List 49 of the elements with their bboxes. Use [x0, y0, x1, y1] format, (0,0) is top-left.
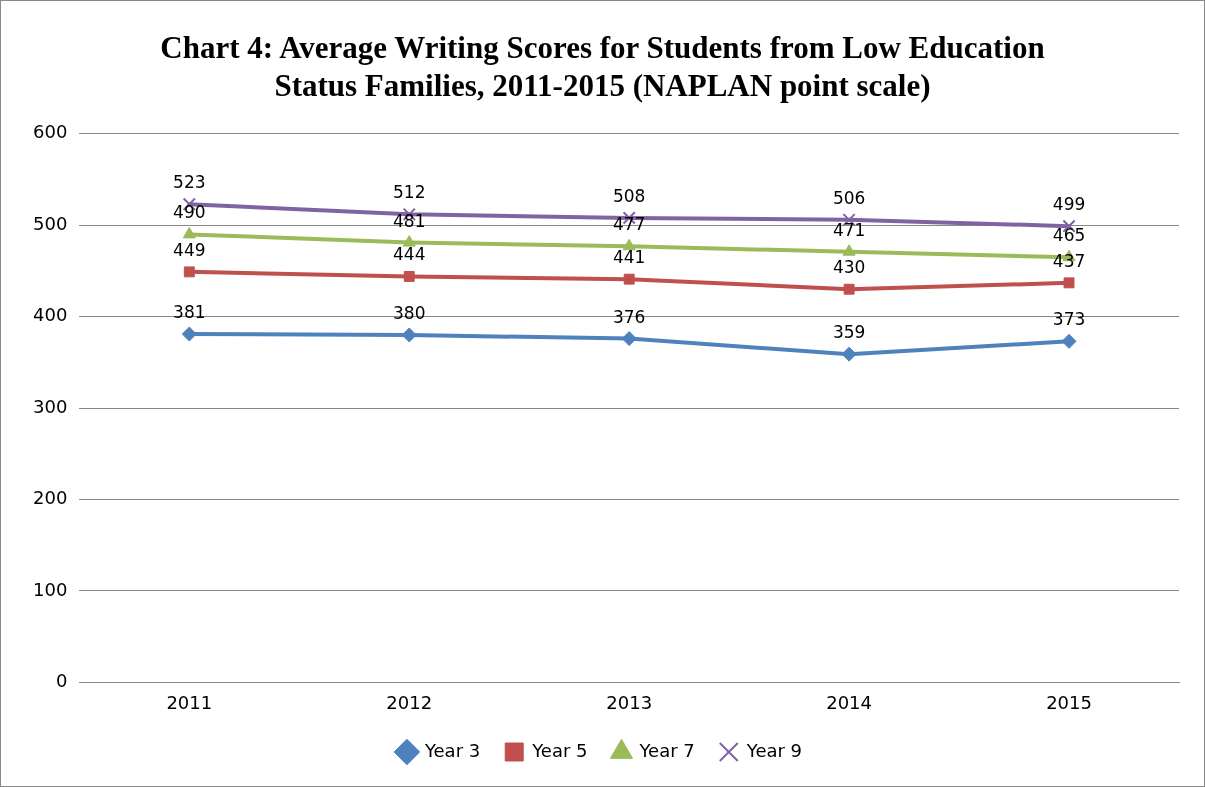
data-label: 465 — [1052, 225, 1086, 246]
point — [402, 235, 416, 247]
y-tick-label: 0 — [55, 670, 68, 692]
legend-label: Year 9 — [745, 739, 803, 761]
data-label: 430 — [832, 257, 866, 278]
legend-label: Year 7 — [638, 739, 695, 761]
x-tick-label: 2013 — [606, 691, 653, 713]
data-label: 523 — [173, 172, 206, 193]
point — [183, 266, 195, 278]
data-label: 499 — [1052, 194, 1086, 215]
data-label: 471 — [832, 219, 866, 240]
data-label: 380 — [393, 302, 426, 323]
point — [843, 283, 855, 295]
point — [622, 238, 636, 251]
legend-label: Year 3 — [423, 739, 481, 761]
x-tick-label: 2011 — [166, 691, 213, 713]
point — [623, 273, 635, 285]
data-label: 481 — [393, 210, 426, 231]
y-tick-label: 400 — [33, 304, 68, 326]
legend-label: Year 5 — [531, 739, 588, 761]
point — [403, 270, 415, 282]
data-label: 381 — [173, 301, 206, 322]
point — [182, 226, 196, 239]
point — [841, 346, 857, 362]
data-label: 441 — [612, 247, 646, 268]
point — [842, 244, 856, 256]
x-tick-label: 2014 — [826, 691, 873, 713]
point — [181, 326, 197, 342]
y-tick-label: 500 — [33, 212, 68, 234]
x-tick-label: 2015 — [1046, 691, 1092, 713]
chart-title: Chart 4: Average Writing Scores for Students from Low Education Status Families, 2011-2015 (NAPLAN point scale) — [159, 29, 1046, 105]
data-label: 506 — [832, 187, 866, 208]
data-label: 477 — [612, 214, 646, 235]
data-label: 490 — [173, 202, 206, 223]
data-label: 449 — [173, 239, 206, 260]
point — [621, 331, 637, 347]
point — [1063, 277, 1075, 289]
data-label: 444 — [393, 244, 426, 265]
y-tick-label: 100 — [33, 578, 68, 600]
y-tick-label: 300 — [33, 395, 68, 417]
data-label: 373 — [1052, 309, 1086, 330]
point — [1061, 333, 1077, 349]
data-label: 359 — [832, 322, 866, 343]
data-label: 508 — [612, 185, 646, 206]
y-tick-label: 600 — [33, 121, 68, 143]
data-label: 512 — [393, 182, 426, 203]
data-label: 376 — [612, 306, 646, 327]
y-tick-label: 200 — [33, 487, 68, 509]
x-tick-label: 2012 — [386, 691, 433, 713]
